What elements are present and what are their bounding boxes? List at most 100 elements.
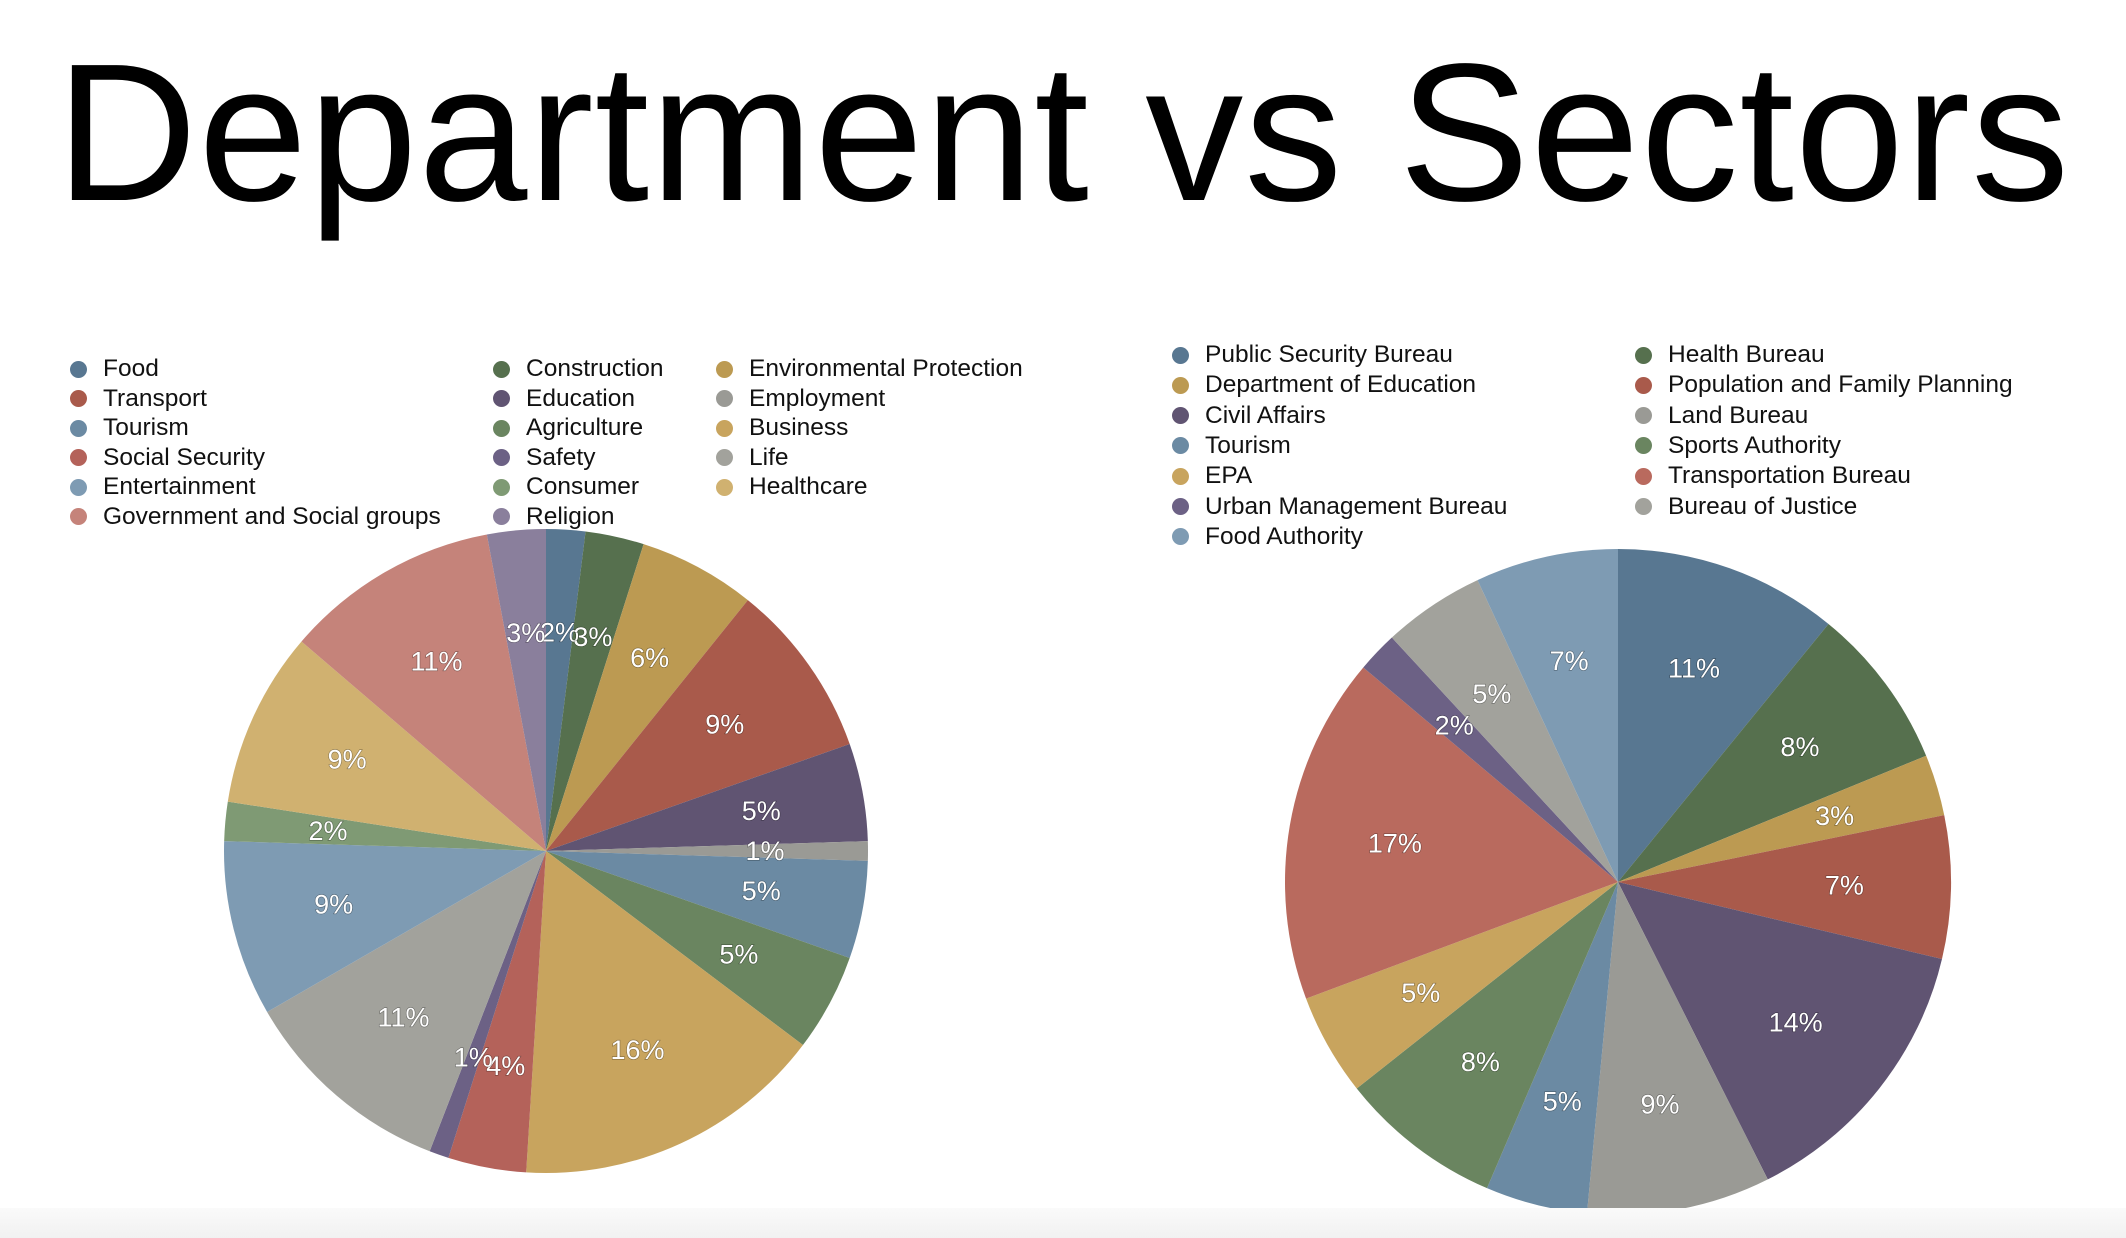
legend-label: Agriculture [526,414,644,441]
legend-item-health-bureau: Health Bureau [1635,340,1825,370]
legend-swatch [70,449,87,466]
legend-item-food: Food [70,354,159,384]
pie-slice-land-bureau [1586,882,1768,1216]
pie-slice-environmental-protection [546,544,748,851]
legend-item-education: Education [493,384,635,414]
legend-swatch [716,360,733,378]
slice-label-life: 11% [378,1002,430,1032]
legend-item-social-security: Social Security [70,443,265,473]
legend-label: Education [526,384,635,412]
slice-label-education: 5% [742,796,781,826]
pie-slice-bureau-of-justice [1391,580,1618,882]
legend-label: Entertainment [103,473,256,500]
pie-slice-religion [486,529,546,851]
legend-label: Food Authority [1205,522,1363,550]
legend-swatch [493,390,510,407]
legend-item-government-and-social-groups: Government and Social groups [70,502,441,532]
legend-label: Land Bureau [1668,401,1809,429]
slice-label-entertainment: 9% [314,889,353,919]
slice-label-business: 16% [610,1035,664,1065]
legend-label: Health Bureau [1668,341,1825,368]
legend-label: Tourism [103,414,189,441]
slice-label-tourism: 5% [1543,1086,1582,1116]
pie-slice-health-bureau [1618,623,1927,882]
legend-swatch [493,478,510,496]
pie-labels-1: 2%3%6%9%5%1%5%5%16%4%1%11%9%2%9%11%3% [308,617,785,1082]
legend-swatch [70,390,87,407]
slice-label-consumer: 2% [308,816,347,846]
legend-label: Religion [526,502,615,530]
legend-swatch [1172,467,1189,485]
legend-swatch [1635,467,1652,485]
legend-swatch [716,419,733,437]
legend-swatch [1172,346,1189,364]
legend-label: Healthcare [749,473,868,500]
pie-slice-epa [1306,882,1618,1089]
legend-label: Consumer [526,473,640,500]
legend-item-healthcare: Healthcare [716,472,867,502]
slice-label-epa: 5% [1401,978,1440,1008]
legend-label: Transport [103,384,207,412]
pie-slice-department-of-education [1618,755,1945,882]
pie-slice-construction [546,531,644,851]
legend-swatch [70,360,87,378]
legend-swatch [1172,407,1189,425]
pie-slice-population-and-family-planning [1618,815,1951,959]
pie-slice-civil-affairs [1618,882,1942,1180]
pie-slice-life [267,851,546,1152]
legend-label: Life [749,443,789,471]
legend-swatch [1635,376,1652,394]
legend-label: Safety [526,443,596,471]
legend-label: Tourism [1205,431,1291,459]
slice-label-bureau-of-justice: 5% [1472,679,1511,709]
slice-label-food: 2% [540,617,579,647]
pie-slice-food [546,529,586,851]
pie-slice-food-authority [1477,549,1618,882]
bottom-edge [0,1208,2126,1238]
legend-label: Employment [749,384,886,412]
legend-swatch [1172,376,1189,394]
legend-swatch [716,449,733,466]
pie-slice-employment [546,841,868,861]
slice-label-government-and-social-groups: 11% [410,646,462,676]
slice-label-civil-affairs: 14% [1769,1007,1823,1037]
legend-item-tourism: Tourism [1172,431,1291,461]
pie-chart-1 [224,529,868,1173]
pie-labels-2: 11%8%3%7%14%9%5%8%5%17%2%5%7% [1367,645,1864,1120]
page-title: Department vs Sectors [55,23,2071,242]
legend-label: Government and Social groups [103,502,441,530]
legend-label: EPA [1205,462,1253,490]
legend-label: Sports Authority [1668,431,1841,459]
slice-label-tourism: 5% [742,876,781,906]
legend-item-agriculture: Agriculture [493,413,643,443]
slice-label-construction: 3% [573,622,612,652]
pie-slice-sports-authority [1356,882,1618,1189]
slice-label-transportation-bureau: 17% [1368,828,1422,858]
legend-item-sports-authority: Sports Authority [1635,431,1841,461]
legend-label: Social Security [103,443,266,471]
legend-label: Public Security Bureau [1205,341,1453,368]
legend-item-epa: EPA [1172,461,1252,491]
legend-swatch [493,360,510,378]
legend-label: Construction [526,355,664,382]
slice-label-healthcare: 9% [328,744,367,774]
slice-label-food-authority: 7% [1550,646,1589,676]
pie-slice-tourism [1486,882,1618,1214]
pie-slice-transportation-bureau [1285,667,1618,999]
legend-swatch [716,390,733,407]
slice-label-environmental-protection: 6% [630,643,669,673]
slice-label-sports-authority: 8% [1461,1047,1500,1077]
slice-label-population-and-family-planning: 7% [1825,871,1864,901]
legend-label: Business [749,414,849,441]
pie-slice-education [546,743,868,851]
legend-label: Environmental Protection [749,355,1023,382]
legend-item-employment: Employment [716,384,885,414]
legend-label: Civil Affairs [1205,401,1326,429]
legend-item-land-bureau: Land Bureau [1635,401,1808,431]
legend-label: Transportation Bureau [1668,462,1911,490]
legend-label: Bureau of Justice [1668,492,1858,520]
legend-swatch [716,478,733,496]
pie-slice-tourism [546,851,868,959]
legend-item-food-authority: Food Authority [1172,522,1363,552]
